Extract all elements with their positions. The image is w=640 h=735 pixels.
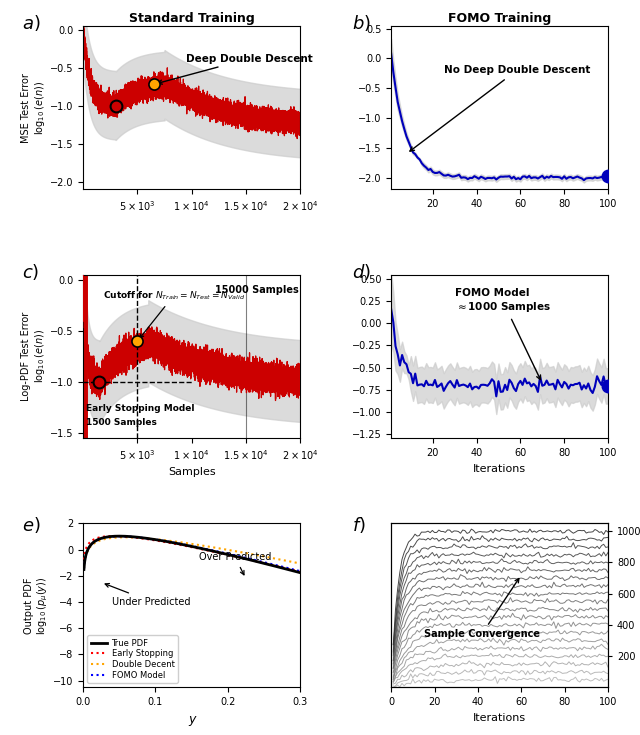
X-axis label: Iterations: Iterations	[473, 464, 526, 473]
Line: FOMO Model: FOMO Model	[84, 537, 300, 571]
Text: $d)$: $d)$	[352, 262, 371, 282]
True PDF	[207, 546, 215, 555]
Early Stopping	[136, 534, 143, 542]
Double Decent	[243, 549, 250, 558]
Early Stopping	[207, 547, 215, 556]
Text: FOMO Model
$\approx$1000 Samples: FOMO Model $\approx$1000 Samples	[454, 288, 551, 379]
True PDF	[136, 533, 143, 542]
Text: Over Predicted: Over Predicted	[199, 552, 271, 575]
Double Decent	[118, 533, 126, 542]
Double Decent	[296, 559, 303, 567]
Double Decent	[121, 533, 129, 542]
Text: $f)$: $f)$	[352, 515, 366, 535]
Early Stopping	[178, 541, 186, 550]
Text: $b)$: $b)$	[352, 12, 371, 32]
Legend: True PDF, Early Stopping, Double Decent, FOMO Model: True PDF, Early Stopping, Double Decent,…	[88, 635, 178, 683]
Y-axis label: Output PDF
$\log_{10}(p_{\mu}(y))$: Output PDF $\log_{10}(p_{\mu}(y))$	[24, 576, 51, 634]
True PDF	[178, 540, 186, 549]
Double Decent	[224, 545, 232, 554]
Text: Cutoff for $N_{Train} = N_{Test} = N_{Valid}$: Cutoff for $N_{Train} = N_{Test} = N_{Va…	[102, 289, 245, 338]
Early Stopping	[224, 551, 232, 559]
Early Stopping	[118, 532, 126, 541]
Y-axis label: MSE Test Error
$\log_{10}(e(n))$: MSE Test Error $\log_{10}(e(n))$	[21, 73, 47, 143]
Title: Standard Training: Standard Training	[129, 12, 255, 24]
Text: Sample Convergence: Sample Convergence	[424, 578, 540, 639]
Double Decent	[178, 538, 186, 547]
Early Stopping	[243, 555, 250, 564]
Line: Early Stopping: Early Stopping	[84, 536, 300, 572]
FOMO Model	[80, 564, 88, 573]
Double Decent	[136, 534, 143, 542]
Line: Double Decent: Double Decent	[84, 537, 300, 569]
Text: Early Stopping Model: Early Stopping Model	[86, 404, 195, 413]
True PDF	[80, 565, 88, 574]
True PDF	[296, 568, 303, 577]
FOMO Model	[243, 553, 250, 562]
Text: $a)$: $a)$	[22, 12, 41, 32]
Title: FOMO Training: FOMO Training	[448, 12, 551, 24]
Text: No Deep Double Descent: No Deep Double Descent	[410, 65, 590, 151]
Text: $c)$: $c)$	[22, 262, 40, 282]
FOMO Model	[224, 549, 232, 558]
True PDF	[115, 531, 123, 540]
True PDF	[118, 531, 126, 540]
True PDF	[224, 551, 232, 559]
Text: 15000 Samples: 15000 Samples	[215, 285, 299, 295]
FOMO Model	[207, 545, 215, 554]
Text: $e)$: $e)$	[22, 515, 41, 535]
Early Stopping	[80, 555, 88, 564]
Text: 1500 Samples: 1500 Samples	[86, 418, 157, 427]
X-axis label: Iterations: Iterations	[473, 712, 526, 723]
Text: Under Predicted: Under Predicted	[105, 584, 191, 606]
Early Stopping	[109, 531, 117, 540]
Text: Deep Double Descent: Deep Double Descent	[158, 54, 313, 85]
X-axis label: Samples: Samples	[168, 467, 216, 478]
FOMO Model	[178, 539, 186, 548]
FOMO Model	[296, 567, 303, 576]
Double Decent	[80, 564, 88, 573]
True PDF	[243, 555, 250, 564]
Double Decent	[207, 542, 215, 551]
Y-axis label: Log-PDF Test Error
$\log_{10}(e(n))$: Log-PDF Test Error $\log_{10}(e(n))$	[21, 312, 47, 401]
FOMO Model	[118, 532, 126, 541]
FOMO Model	[136, 533, 143, 542]
Early Stopping	[296, 567, 303, 576]
Line: True PDF: True PDF	[84, 536, 300, 573]
X-axis label: y: y	[188, 712, 195, 725]
FOMO Model	[116, 532, 124, 541]
